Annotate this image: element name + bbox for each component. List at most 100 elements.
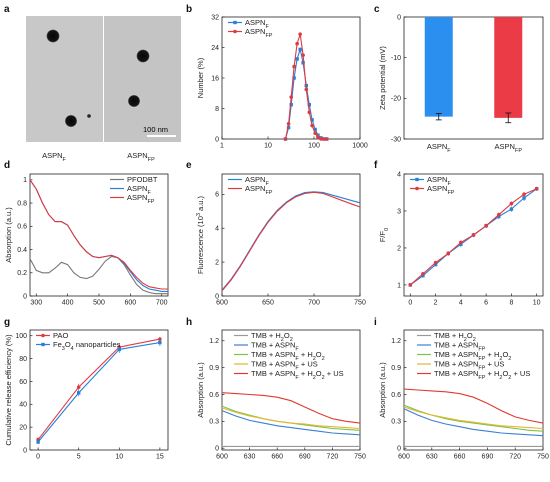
x-tick-label: 1 — [220, 143, 224, 150]
chart-h: 0 0.3 0.6 0.9 1.2 600 630 660 690 720 750 TMB + H2O… — [196, 329, 366, 461]
legend-entry: TMB + ASPNFP — [434, 341, 486, 353]
tem-label-f: ASPNF — [42, 151, 66, 163]
x-tick-label: 100 — [308, 143, 320, 150]
data-point — [289, 95, 294, 99]
legend-marker — [233, 20, 237, 25]
x-tick-label: 8 — [509, 300, 513, 307]
series-line — [403, 406, 544, 430]
chart-c: 0 -10 -20 -30 ASPNF ASPNFP Zeta potential (mV) — [378, 14, 544, 154]
legend-entry: TMB + ASPNF + H2O2 + US — [251, 369, 344, 381]
legend-entry: TMB + ASPNFP + H2O2 — [434, 350, 511, 362]
y-tick-label: 100 — [15, 333, 27, 340]
x-tick-label: 1000 — [352, 143, 368, 150]
legend-entry: TMB + ASPNF + H2O2 — [251, 350, 325, 362]
data-point — [496, 212, 501, 217]
y-tick-label: 2 — [215, 260, 219, 267]
scale-bar-label: 100 nm — [143, 125, 168, 134]
y-tick-label: 0.3 — [209, 419, 219, 426]
category-label: ASPNFP — [495, 142, 523, 154]
x-tick-label: 630 — [244, 454, 256, 461]
legend-entry: ASPNFP — [127, 193, 155, 205]
y-tick-label: 0.9 — [391, 365, 401, 372]
data-point — [76, 385, 81, 389]
y-axis-label: Absorption (a.u.) — [196, 362, 205, 418]
plot-frame — [29, 329, 169, 451]
data-point — [292, 64, 296, 69]
y-tick-label: 2 — [397, 245, 401, 252]
x-tick-label: 6 — [484, 300, 488, 307]
series-line — [221, 191, 361, 292]
data-point — [421, 272, 425, 276]
x-tick-label: 10 — [115, 454, 123, 461]
series-line — [403, 388, 544, 424]
x-tick-label: 720 — [509, 454, 521, 461]
data-point — [286, 125, 291, 130]
legend-entry: PAO — [53, 331, 68, 340]
nanoparticle — [64, 114, 78, 128]
bar — [494, 17, 523, 118]
x-tick-label: 600 — [125, 300, 137, 307]
data-point — [298, 32, 302, 36]
data-point — [316, 135, 320, 139]
y-tick-label: 0 — [215, 293, 219, 300]
y-tick-label: 20 — [19, 425, 27, 432]
x-tick-label: 500 — [93, 300, 105, 307]
panel-letter-c: c — [374, 4, 380, 15]
nanoparticle — [136, 49, 150, 63]
data-point — [158, 340, 162, 345]
series-line — [284, 34, 327, 140]
x-tick-label: 600 — [216, 454, 228, 461]
y-tick-label: 3 — [397, 208, 401, 215]
data-point — [36, 440, 40, 444]
data-point — [325, 137, 329, 141]
y-tick-label: 0 — [23, 293, 27, 300]
y-tick-label: 0.8 — [17, 200, 27, 207]
data-point — [316, 133, 320, 137]
y-tick-label: 24 — [211, 45, 219, 52]
x-tick-label: 630 — [426, 454, 438, 461]
legend-entry: TMB + ASPNFP + H2O2 + US — [434, 369, 530, 381]
plot-frame — [221, 173, 361, 297]
legend-entry: TMB + H2O2 — [434, 331, 476, 343]
data-point — [322, 137, 326, 141]
y-tick-label: -10 — [391, 55, 401, 62]
x-tick-label: 750 — [537, 454, 549, 461]
data-point — [310, 118, 314, 122]
series-line — [403, 408, 544, 437]
tem-label-fp: ASPNFP — [127, 151, 155, 163]
tem-micrographs: 100 nm ASPNF ASPNFP — [26, 16, 181, 163]
data-point — [471, 233, 476, 237]
y-axis-label: Fluorescence (103 a.u.) — [196, 195, 205, 274]
legend-entry: ASPNFP — [427, 184, 455, 196]
y-tick-label: 32 — [211, 14, 219, 21]
y-tick-label: 4 — [397, 171, 401, 178]
x-tick-label: 720 — [327, 454, 339, 461]
x-tick-label: 600 — [398, 454, 410, 461]
x-tick-label: 690 — [299, 454, 311, 461]
y-tick-label: 0.3 — [391, 419, 401, 426]
y-tick-label: 0 — [215, 446, 219, 453]
series-line — [221, 392, 361, 424]
data-point — [304, 87, 309, 92]
panel-letter-f: f — [374, 160, 378, 171]
data-point — [522, 196, 526, 200]
x-tick-label: 750 — [354, 454, 366, 461]
legend-marker — [415, 177, 419, 182]
y-tick-label: 0.6 — [17, 224, 27, 231]
legend-entry: ASPNF — [127, 184, 151, 196]
x-tick-label: 690 — [482, 454, 494, 461]
x-tick-label: 650 — [262, 300, 274, 307]
x-tick-label: 15 — [156, 454, 164, 461]
series-line — [29, 179, 168, 290]
y-tick-label: 1.2 — [209, 338, 219, 345]
nanoparticle — [87, 114, 91, 118]
y-axis-label: Absorption (a.u.) — [4, 207, 13, 263]
data-point — [286, 121, 291, 126]
data-point — [484, 223, 488, 228]
legend-entry: ASPNFP — [245, 27, 273, 39]
legend-entry: TMB + ASPNF + US — [251, 360, 318, 372]
plot-frame — [403, 173, 544, 297]
y-tick-label: 1 — [23, 177, 27, 184]
